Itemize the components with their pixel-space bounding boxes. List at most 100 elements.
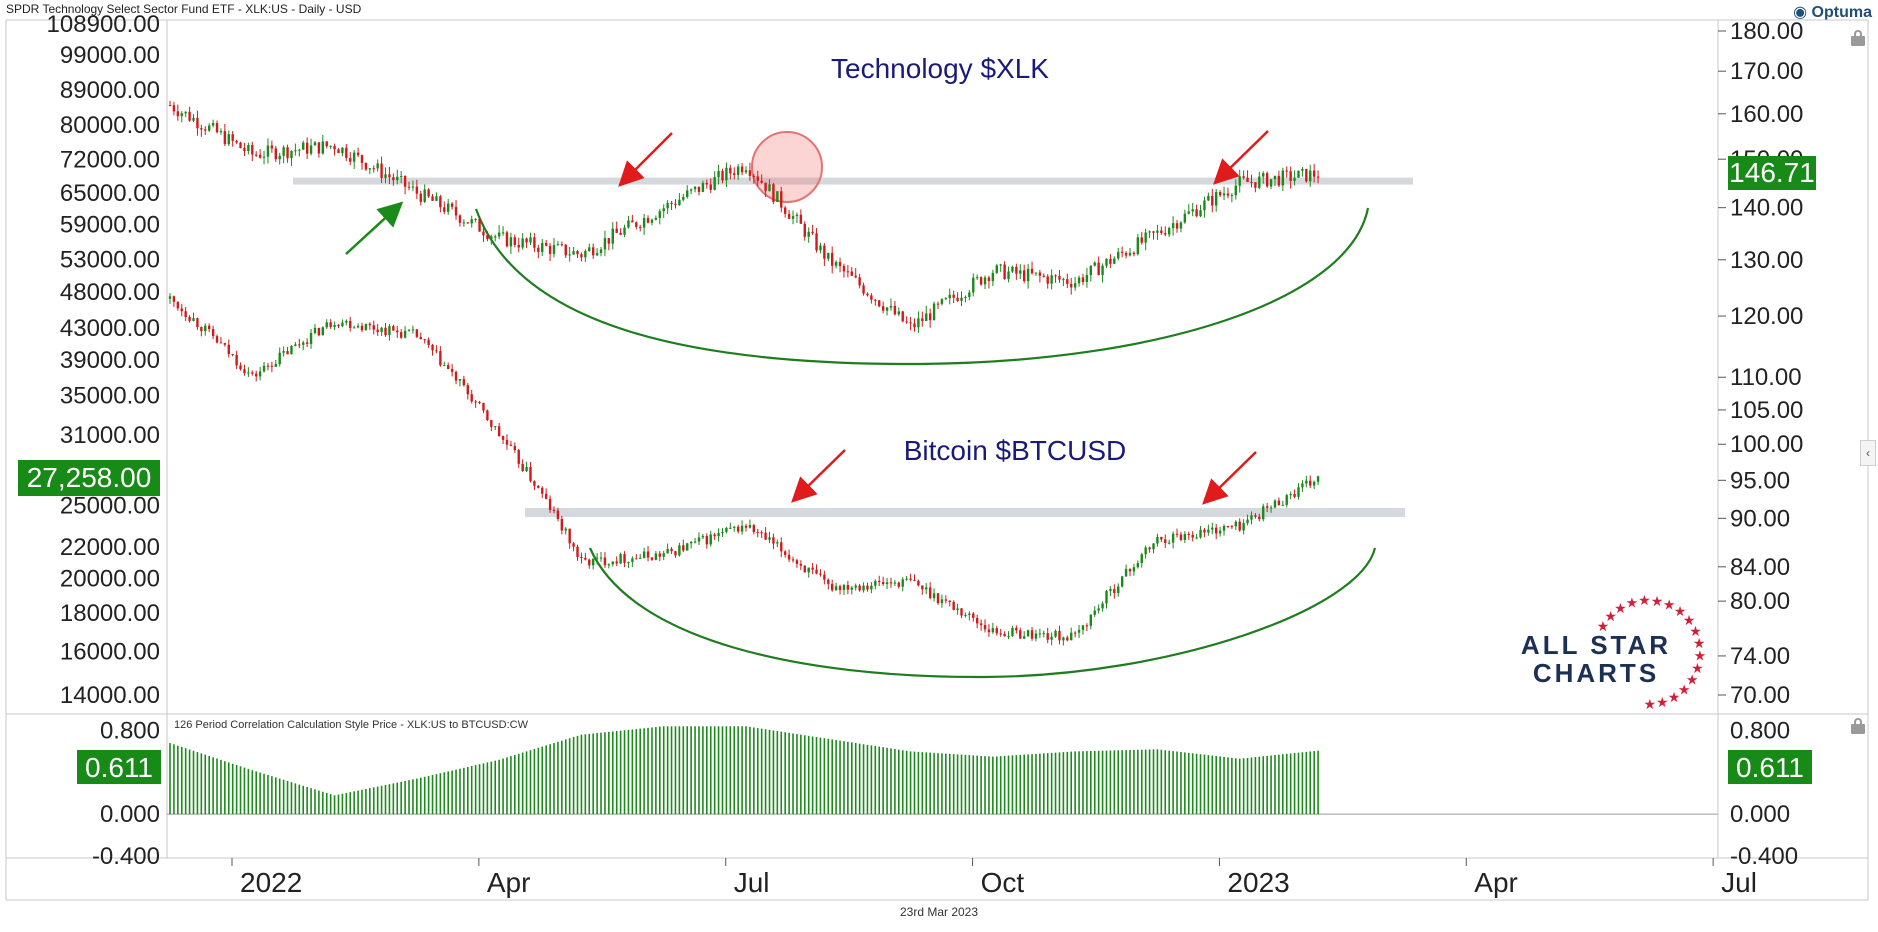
btc-candle-body [513,445,517,451]
xlk-candle-body [525,238,528,243]
btc-candle-body [1019,630,1022,639]
btc-candle-body [682,545,685,551]
btc-candle-body [595,557,599,559]
xlk-candle-body [349,157,352,162]
xlk-candle-body [1171,223,1175,229]
btc-candle-body [1101,603,1104,609]
btc-candle-body [388,326,391,336]
btc-candle-body [642,551,646,558]
btc-candle-body [823,574,826,580]
btc-candle-body [482,402,485,411]
btc-candle-body [928,587,932,599]
btc-candle-body [1199,529,1202,538]
btc-candle-body [1258,516,1261,520]
xlk-candle-body [795,214,799,217]
xlk-axis-tick: 105.00 [1730,397,1803,424]
xlk-candle-body [356,152,360,156]
btc-candle-body [846,584,850,590]
btc-candle-body [419,336,422,340]
btc-candle-body [639,557,642,559]
btc-candle-body [842,584,846,590]
btc-candle-body [1281,504,1285,506]
btc-axis-tick: 72000.00 [60,146,160,173]
date-axis-label: Jul [734,867,770,898]
watermark-star: ★ [1689,623,1702,639]
btc-candle-body [881,581,885,585]
xlk-candle-body [1305,168,1308,182]
btc-candle-body [458,379,462,381]
xlk-candle-body [611,228,614,244]
optuma-logo: ◉ Optuma [1793,4,1872,21]
xlk-candle-body [1281,170,1285,186]
btc-candle-body [282,351,285,353]
btc-candle-body [1058,630,1061,641]
xlk-red-arrow-jun [618,132,673,187]
btc-candle-body [1140,554,1143,564]
btc-candle-body [1152,543,1155,550]
btc-axis-tick: 39000.00 [60,347,160,374]
xlk-candle-body [599,249,603,253]
btc-candle-body [1250,515,1253,520]
btc-candle-body [251,372,254,374]
btc-candle-body [1046,633,1049,640]
xlk-candle-body [509,237,513,247]
corr-left-axis: 0.8000.4000.000-0.400 [92,717,160,870]
btc-candle-body [1023,636,1026,639]
btc-axis-tick: 18000.00 [60,600,160,627]
btc-candle-body [172,296,176,302]
btc-candle-body [1297,487,1300,497]
xlk-panel-title: Technology $XLK [831,53,1049,84]
btc-candle-body [1230,526,1234,528]
btc-last-value: 27,258.00 [27,462,152,493]
xlk-candle-body [517,244,520,248]
btc-candle-body [517,450,520,464]
watermark-star: ★ [1686,672,1699,688]
collapse-panel-chevron-icon[interactable]: ‹ [1860,440,1876,466]
watermark-star: ★ [1691,660,1704,676]
xlk-candle-body [936,303,940,305]
btc-candle-body [239,365,242,370]
xlk-candle-body [807,231,810,237]
btc-candle-body [337,324,340,327]
xlk-candle-body [631,220,634,223]
btc-candle-body [529,466,532,482]
corr-left-value-badge: 0.611 [77,750,161,784]
xlk-candle-body [1273,175,1277,180]
xlk-resistance-band [293,177,1413,185]
price-panel-lock-icon[interactable] [1850,30,1866,46]
xlk-candle-body [1058,276,1061,280]
xlk-candle-body [850,271,853,276]
xlk-candle-body [834,261,838,266]
watermark-star: ★ [1604,608,1617,624]
btc-candle-body [207,325,211,330]
xlk-candle-body [435,196,438,201]
btc-candle-body [1070,632,1073,641]
btc-candle-body [290,345,293,355]
btc-candle-body [646,551,650,558]
xlk-candle-body [1015,266,1018,274]
xlk-candle-body [345,147,348,158]
corr-panel-lock-icon[interactable] [1850,718,1866,734]
xlk-candle-body [470,219,473,224]
xlk-candle-body [337,149,340,154]
xlk-candle-body [364,162,368,170]
xlk-candle-body [1038,272,1042,276]
watermark-star: ★ [1597,618,1610,634]
xlk-candle-body [1265,173,1269,187]
btc-candle-body [1254,515,1257,517]
xlk-candle-body [780,191,783,208]
btc-candle-body [936,593,940,604]
xlk-candle-body [1199,210,1202,217]
btc-candle-body [870,585,873,590]
btc-candle-body [627,562,630,564]
xlk-candle-body [870,295,873,300]
xlk-candle-body [1203,200,1206,211]
btc-candle-body [490,420,493,427]
xlk-candle-body [670,202,673,204]
xlk-candle-body [615,228,618,233]
btc-candle-body [584,557,587,560]
xlk-candle-body [501,232,505,234]
xlk-candle-body [1218,192,1222,196]
date-axis-label: Jul [1721,867,1757,898]
btc-candle-body [885,582,889,585]
